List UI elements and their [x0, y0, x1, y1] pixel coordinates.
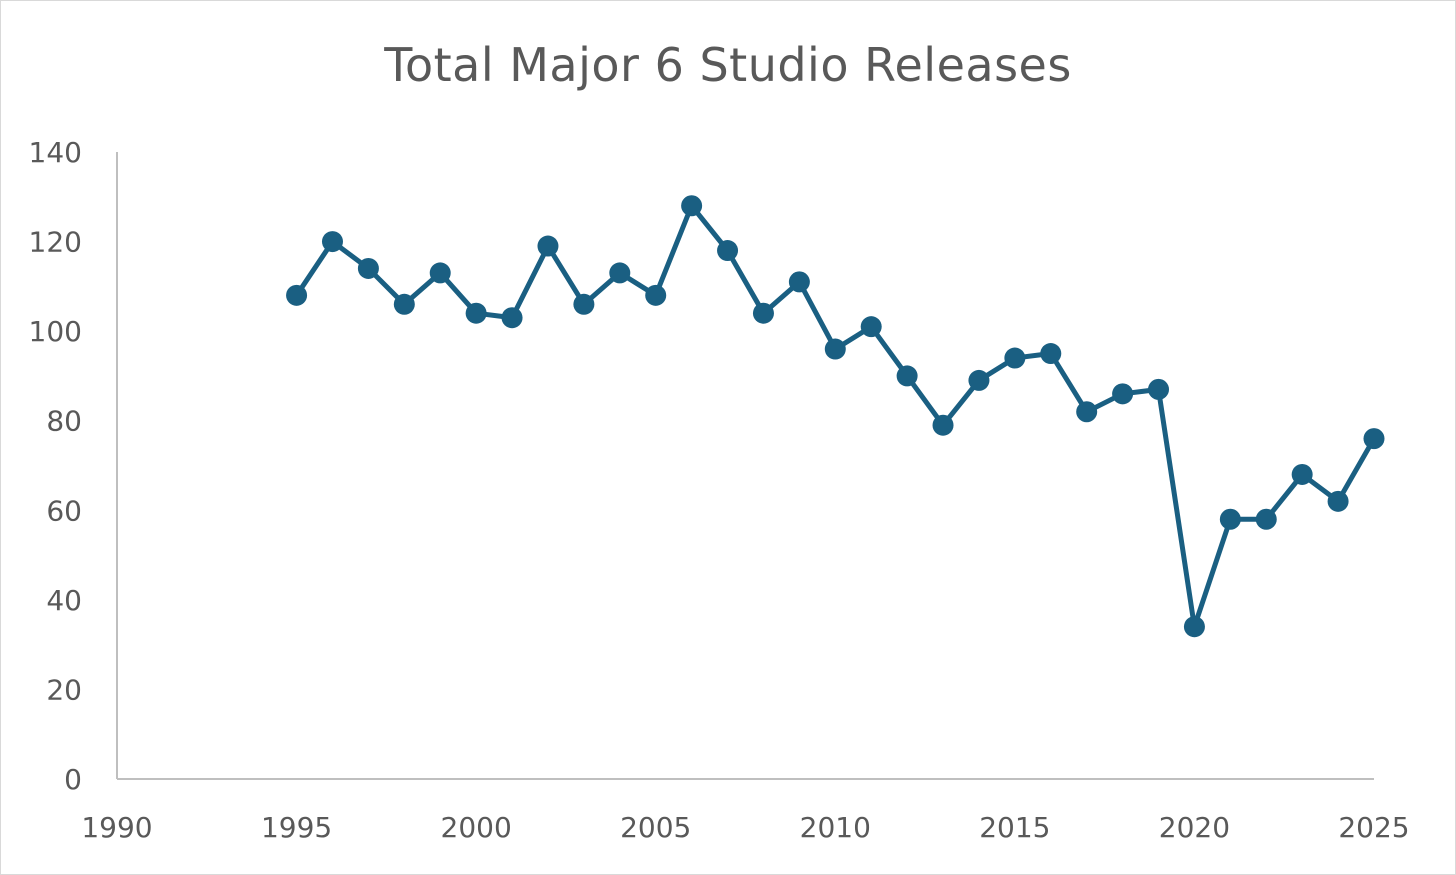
data-point: [1291, 463, 1313, 485]
data-point: [1112, 383, 1134, 405]
data-point: [896, 365, 918, 387]
x-tick-label: 2000: [441, 811, 512, 844]
data-point: [932, 414, 954, 436]
y-tick-label: 20: [46, 673, 82, 706]
y-tick-label: 60: [46, 494, 82, 527]
data-point: [1076, 401, 1098, 423]
data-point: [824, 338, 846, 360]
data-point: [681, 195, 703, 217]
series-line: [294, 203, 1377, 630]
data-point: [1363, 428, 1385, 450]
x-tick-label: 2025: [1338, 811, 1409, 844]
y-tick-label: 140: [29, 136, 82, 169]
chart-title: Total Major 6 Studio Releases: [384, 38, 1072, 92]
axes: [116, 152, 1374, 780]
y-tick-label: 80: [46, 405, 82, 438]
data-point: [393, 293, 415, 315]
data-point: [1327, 490, 1349, 512]
data-point: [752, 302, 774, 324]
data-point: [429, 262, 451, 284]
data-point: [645, 284, 667, 306]
y-tick-label: 100: [29, 315, 82, 348]
data-point: [1219, 508, 1241, 530]
y-tick-label: 40: [46, 584, 82, 617]
data-point: [1255, 508, 1277, 530]
data-point: [573, 293, 595, 315]
series-points-group: [286, 195, 1385, 638]
x-tick-label: 2015: [979, 811, 1050, 844]
x-axis-ticks: 1990 1995 2000 2005 2010 2015 2020 2025: [81, 811, 1409, 844]
x-tick-label: 2020: [1159, 811, 1230, 844]
data-point: [465, 302, 487, 324]
x-tick-label: 2010: [800, 811, 871, 844]
data-point: [321, 231, 343, 253]
data-point: [717, 240, 739, 262]
data-point: [1183, 616, 1205, 638]
x-tick-label: 1995: [261, 811, 332, 844]
y-axis-ticks: 0 20 40 60 80 100 120 140: [29, 136, 82, 796]
x-tick-label: 2005: [620, 811, 691, 844]
data-point: [1004, 347, 1026, 369]
data-point: [1148, 378, 1170, 400]
data-point: [860, 316, 882, 338]
y-tick-label: 0: [64, 763, 82, 796]
data-point: [1040, 343, 1062, 365]
data-point: [788, 271, 810, 293]
data-point: [286, 284, 308, 306]
data-point: [968, 369, 990, 391]
data-point: [357, 257, 379, 279]
series-line-group: [294, 203, 1377, 630]
data-point: [501, 307, 523, 329]
data-point: [609, 262, 631, 284]
data-point: [537, 235, 559, 257]
x-tick-label: 1990: [81, 811, 152, 844]
y-tick-label: 120: [29, 226, 82, 259]
